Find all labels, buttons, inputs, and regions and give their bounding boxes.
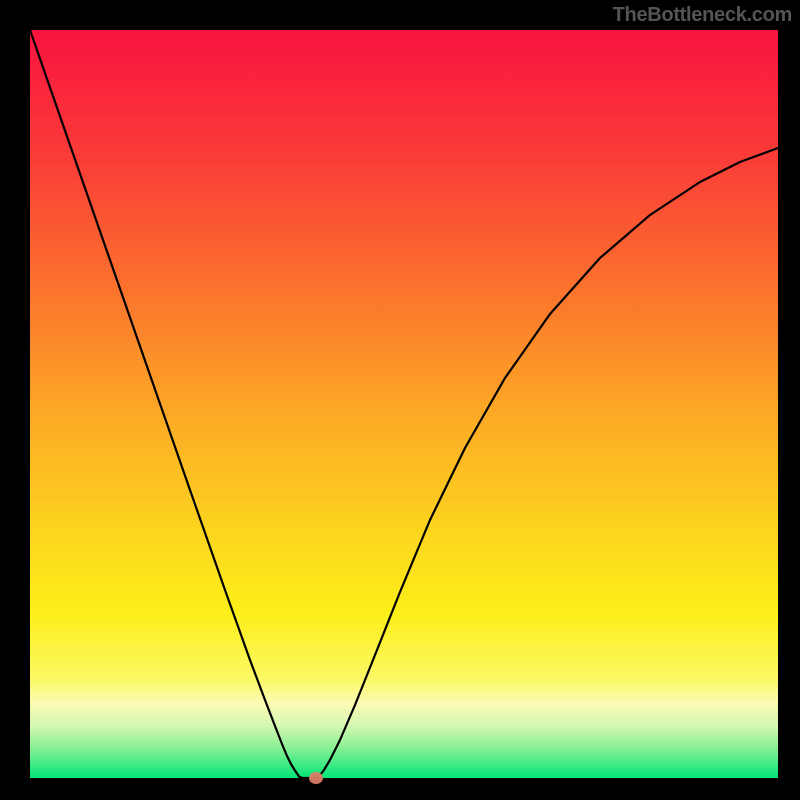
- bottleneck-curve: [30, 30, 778, 778]
- chart-container: { "watermark": { "text": "TheBottleneck.…: [0, 0, 800, 800]
- watermark-text: TheBottleneck.com: [613, 4, 792, 27]
- curve-layer: [0, 0, 800, 800]
- optimal-point-marker: [309, 772, 323, 784]
